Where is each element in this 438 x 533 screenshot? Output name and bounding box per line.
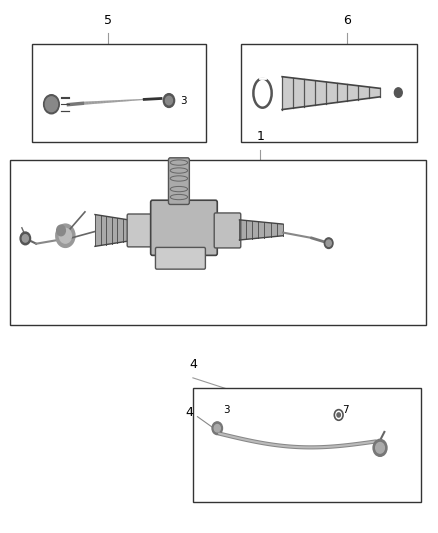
Polygon shape — [95, 215, 128, 246]
Polygon shape — [282, 77, 380, 110]
Circle shape — [22, 235, 28, 242]
Circle shape — [59, 228, 71, 243]
Bar — [241, 44, 417, 142]
Circle shape — [20, 232, 31, 245]
Circle shape — [214, 424, 220, 432]
Circle shape — [212, 422, 223, 434]
Text: 4: 4 — [185, 406, 193, 419]
Polygon shape — [240, 220, 283, 240]
Circle shape — [56, 224, 75, 247]
Text: 3: 3 — [180, 95, 187, 106]
Circle shape — [337, 413, 340, 417]
Circle shape — [57, 225, 65, 236]
Circle shape — [46, 97, 57, 112]
Circle shape — [394, 88, 402, 98]
Bar — [193, 389, 421, 503]
Circle shape — [44, 95, 59, 114]
Circle shape — [163, 94, 175, 108]
FancyBboxPatch shape — [169, 158, 189, 205]
FancyBboxPatch shape — [214, 213, 241, 248]
FancyBboxPatch shape — [155, 247, 205, 269]
Circle shape — [376, 442, 385, 453]
FancyBboxPatch shape — [151, 200, 217, 255]
Text: 7: 7 — [342, 405, 349, 415]
Bar — [32, 44, 206, 142]
Text: 6: 6 — [343, 14, 351, 27]
Text: 3: 3 — [223, 405, 230, 415]
Circle shape — [373, 439, 387, 456]
Circle shape — [166, 96, 173, 105]
Bar — [10, 160, 426, 325]
Circle shape — [324, 238, 333, 248]
Text: 1: 1 — [256, 131, 264, 143]
Text: 5: 5 — [104, 14, 112, 27]
Text: 4: 4 — [189, 359, 197, 372]
FancyBboxPatch shape — [127, 214, 154, 247]
Circle shape — [326, 240, 331, 246]
